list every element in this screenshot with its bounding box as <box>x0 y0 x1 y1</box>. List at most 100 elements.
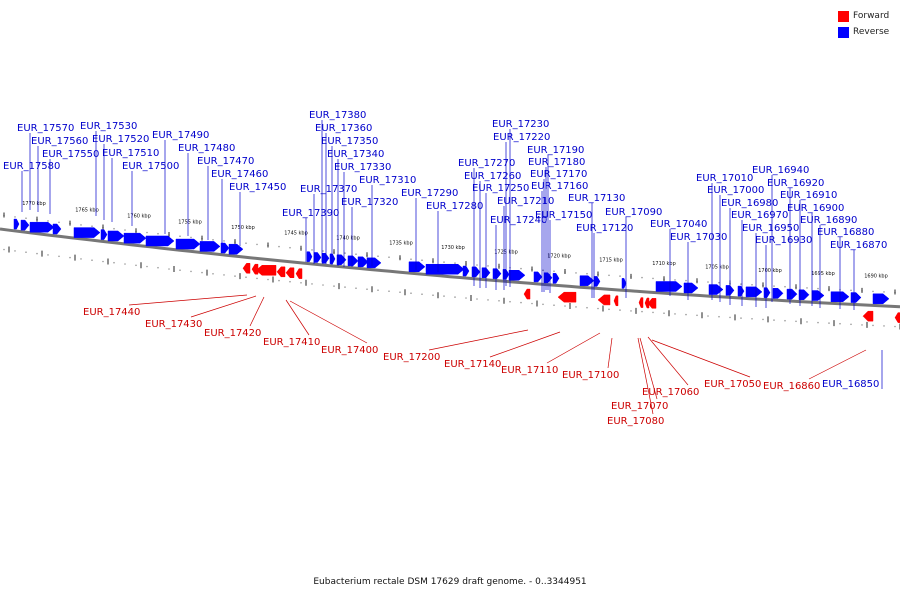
upper-guide-dot <box>157 232 159 235</box>
reverse-gene-arrow <box>655 281 683 292</box>
lower-guide-dot <box>212 273 214 275</box>
lower-guide-dot <box>674 313 676 315</box>
reverse-gene-arrow <box>366 257 382 269</box>
reverse-gene-label: EUR_17240 <box>490 215 547 226</box>
reverse-gene-label: EUR_17340 <box>327 149 384 160</box>
reverse-gene-arrow <box>20 219 30 231</box>
reverse-gene-arrow <box>220 242 230 254</box>
upper-guide-dot <box>641 276 643 279</box>
upper-guide-dot <box>850 289 852 292</box>
forward-leader-line <box>546 332 601 364</box>
upper-guide-dot <box>344 252 346 254</box>
forward-leader-line <box>428 329 529 351</box>
upper-guide-dot <box>476 264 478 266</box>
reverse-gene-label: EUR_17450 <box>229 182 286 193</box>
upper-guide-dot <box>256 243 258 246</box>
forward-gene-label: EUR_17440 <box>83 307 140 318</box>
lower-guide-dot <box>3 248 5 251</box>
scale-tick-label: 1695 kbp <box>811 271 835 277</box>
upper-guide-dot <box>487 265 489 267</box>
lower-guide-dot <box>36 252 38 255</box>
reverse-gene-label: EUR_17530 <box>80 121 137 132</box>
reverse-gene-label: EUR_16890 <box>800 215 857 226</box>
lower-guide-dot <box>685 313 687 316</box>
lower-guide-dot <box>14 250 16 252</box>
legend-reverse: Reverse <box>838 26 889 38</box>
lower-guide-dot <box>597 307 599 310</box>
lower-guide-dot <box>366 288 368 291</box>
scale-tick-label: 1715 kbp <box>599 257 623 263</box>
lower-guide-dot <box>47 254 49 256</box>
lower-guide-dot <box>388 290 390 293</box>
upper-guide-dot <box>685 279 687 282</box>
forward-gene-arrow <box>613 295 619 307</box>
reverse-gene-arrow <box>357 256 369 268</box>
forward-leader-line <box>808 349 867 380</box>
lower-guide-dot <box>564 305 566 307</box>
upper-guide-dot <box>410 258 412 261</box>
reverse-gene-label: EUR_17320 <box>341 197 398 208</box>
reverse-gene-label: EUR_17550 <box>42 149 99 160</box>
lower-guide-dot <box>344 286 346 288</box>
forward-gene-arrow <box>638 297 644 308</box>
reverse-gene-arrow <box>872 293 890 305</box>
upper-guide-dot <box>707 281 709 283</box>
forward-leader-line <box>190 295 257 318</box>
reverse-gene-label: EUR_17270 <box>458 158 515 169</box>
upper-guide-dot <box>124 229 126 231</box>
upper-guide-dot <box>377 255 379 257</box>
reverse-gene-label: EUR_17390 <box>282 208 339 219</box>
scale-tick-label: 1710 kbp <box>652 261 676 267</box>
reverse-gene-arrow <box>313 252 322 263</box>
reverse-gene-arrow <box>13 218 20 230</box>
lower-guide-dot <box>80 258 82 260</box>
forward-gene-label: EUR_17140 <box>444 359 501 370</box>
lower-guide-dot <box>498 300 500 302</box>
lower-guide-dot <box>454 296 456 298</box>
scale-tick-label: 1690 kbp <box>864 274 888 280</box>
reverse-gene-arrow <box>425 263 465 275</box>
lower-guide-dot <box>190 270 192 273</box>
lower-guide-dot <box>487 299 489 301</box>
lower-guide-dot <box>509 300 511 303</box>
upper-guide-dot <box>784 285 786 288</box>
lower-guide-dot <box>608 308 610 311</box>
upper-guide-dot <box>190 236 192 239</box>
upper-guide-dot <box>179 235 181 237</box>
forward-gene-arrow <box>285 267 295 278</box>
lower-guide-dot <box>333 285 335 287</box>
reverse-gene-arrow <box>708 284 724 295</box>
lower-guide-dot <box>278 279 280 282</box>
forward-gene-label: EUR_17080 <box>607 416 664 427</box>
lower-guide-dot <box>520 301 522 304</box>
reverse-gene-arrow <box>145 235 175 247</box>
lower-guide-dot <box>432 294 434 297</box>
reverse-gene-label: EUR_17090 <box>605 207 662 218</box>
lower-guide-dot <box>619 309 621 311</box>
legend: Forward Reverse <box>838 8 900 40</box>
upper-guide-dot <box>586 272 588 275</box>
forward-leader-line <box>285 299 310 336</box>
lower-guide-dot <box>553 304 555 307</box>
upper-guide-dot <box>542 269 544 272</box>
upper-guide-dot <box>718 281 720 284</box>
lower-guide-dot <box>311 283 313 285</box>
reverse-gene-label: EUR_17120 <box>576 223 633 234</box>
lower-guide-dot <box>839 322 841 325</box>
upper-guide-dot <box>674 279 676 281</box>
reverse-gene-label: EUR_17520 <box>92 134 149 145</box>
lower-guide-dot <box>102 260 104 263</box>
forward-gene-label: EUR_17400 <box>321 345 378 356</box>
upper-guide-dot <box>421 259 423 262</box>
lower-guide-dot <box>872 324 874 327</box>
upper-guide-dot <box>58 221 60 224</box>
reverse-gene-label: EUR_17220 <box>493 132 550 143</box>
forward-gene-arrow <box>647 298 657 309</box>
reverse-gene-label: EUR_16940 <box>752 165 809 176</box>
lower-guide-dot <box>223 274 225 276</box>
upper-guide-dot <box>454 262 456 264</box>
lower-guide-dot <box>751 318 753 320</box>
reverse-gene-label: EUR_16880 <box>817 227 874 238</box>
reverse-gene-label: EUR_16950 <box>742 223 799 234</box>
reverse-gene-arrow <box>306 251 313 262</box>
